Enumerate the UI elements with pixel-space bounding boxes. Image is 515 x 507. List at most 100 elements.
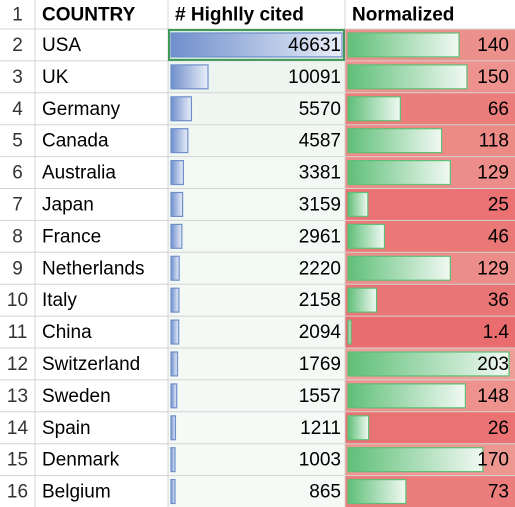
cited-count: 2094 bbox=[299, 322, 342, 343]
cell-bg bbox=[168, 156, 345, 189]
cited-count: 10091 bbox=[288, 67, 341, 88]
cell-bg bbox=[168, 316, 345, 348]
row-number: 16 bbox=[7, 482, 28, 503]
cited-count: 865 bbox=[309, 482, 341, 503]
normalized-value: 118 bbox=[479, 131, 509, 152]
row-number: 3 bbox=[12, 67, 23, 88]
cited-count: 1769 bbox=[299, 354, 341, 375]
data-bar bbox=[170, 351, 179, 377]
row-number: 4 bbox=[12, 99, 23, 120]
country: Sweden bbox=[42, 386, 111, 407]
data-bar bbox=[347, 447, 484, 473]
row-number: 11 bbox=[8, 322, 28, 343]
cited-count: 2158 bbox=[299, 290, 341, 311]
row-number: 10 bbox=[7, 290, 28, 311]
data-bar bbox=[170, 447, 176, 473]
country: France bbox=[42, 226, 101, 247]
data-bar bbox=[170, 191, 184, 217]
cell-bg bbox=[345, 188, 515, 221]
data-bar bbox=[347, 96, 401, 122]
cited-count: 3381 bbox=[299, 163, 341, 184]
row-number: 8 bbox=[12, 226, 23, 247]
cited-count: 1211 bbox=[300, 418, 341, 439]
column-header: # Highlly cited bbox=[175, 5, 304, 26]
data-bar bbox=[347, 64, 468, 90]
data-bar bbox=[170, 255, 180, 281]
country: Belgium bbox=[42, 482, 111, 503]
country: Spain bbox=[42, 418, 91, 439]
row-number: 6 bbox=[12, 163, 23, 184]
data-bar bbox=[347, 319, 352, 345]
country: Japan bbox=[42, 194, 94, 215]
cell-bg bbox=[168, 220, 345, 253]
cell-bg bbox=[345, 411, 515, 444]
normalized-value: 46 bbox=[488, 226, 509, 247]
country: Germany bbox=[42, 99, 121, 120]
cell-bg bbox=[168, 348, 345, 380]
data-bar bbox=[170, 319, 180, 345]
row-number: 15 bbox=[7, 450, 28, 471]
data-bar bbox=[170, 96, 193, 122]
normalized-value: 203 bbox=[477, 354, 509, 375]
cited-count: 5570 bbox=[299, 99, 341, 120]
cell-bg bbox=[168, 92, 345, 125]
cell-bg bbox=[168, 188, 345, 221]
country: Canada bbox=[42, 131, 109, 152]
data-bar bbox=[347, 160, 451, 186]
data-bar bbox=[170, 128, 189, 154]
data-bar bbox=[347, 32, 460, 58]
normalized-value: 26 bbox=[488, 418, 509, 439]
data-bar bbox=[347, 255, 451, 281]
data-bar bbox=[170, 479, 176, 505]
data-bar bbox=[170, 383, 178, 409]
normalized-value: 66 bbox=[488, 99, 509, 120]
data-bar bbox=[347, 191, 369, 217]
cited-count: 1003 bbox=[299, 450, 341, 471]
selected-cell bbox=[168, 29, 345, 61]
cell-bg bbox=[168, 124, 345, 157]
column-header: COUNTRY bbox=[42, 5, 136, 26]
row-number: 5 bbox=[12, 131, 23, 152]
cited-count: 46631 bbox=[288, 35, 341, 56]
normalized-value: 170 bbox=[477, 450, 509, 471]
country: Switzerland bbox=[42, 354, 140, 375]
column-header: Normalized bbox=[352, 5, 454, 26]
data-bar bbox=[170, 32, 343, 58]
cell-bg bbox=[168, 443, 345, 476]
data-bar bbox=[347, 479, 407, 505]
country: Denmark bbox=[42, 450, 120, 471]
normalized-value: 73 bbox=[488, 482, 509, 503]
normalized-value: 129 bbox=[477, 258, 509, 279]
cell-bg bbox=[168, 284, 345, 317]
cited-count: 2961 bbox=[299, 226, 341, 247]
row-number: 13 bbox=[7, 386, 28, 407]
country: USA bbox=[42, 35, 81, 56]
row-number: 14 bbox=[7, 418, 29, 439]
normalized-value: 1.4 bbox=[483, 322, 510, 343]
cell-bg bbox=[345, 316, 515, 348]
data-bar bbox=[170, 64, 209, 90]
normalized-value: 25 bbox=[488, 194, 509, 215]
row-number: 12 bbox=[7, 354, 28, 375]
cell-bg bbox=[168, 252, 345, 285]
country: Australia bbox=[42, 163, 116, 184]
country: Italy bbox=[42, 290, 77, 311]
normalized-value: 148 bbox=[477, 386, 509, 407]
cited-count: 2220 bbox=[299, 258, 341, 279]
row-number: 9 bbox=[12, 258, 23, 279]
data-bar bbox=[170, 287, 180, 313]
normalized-value: 140 bbox=[477, 35, 509, 56]
data-bar bbox=[347, 383, 466, 409]
data-bar bbox=[170, 160, 184, 186]
cell-bg bbox=[168, 475, 345, 507]
data-bar bbox=[347, 223, 386, 249]
data-bar bbox=[347, 415, 370, 441]
data-bar bbox=[170, 223, 183, 249]
data-bar bbox=[347, 351, 510, 377]
cell-bg bbox=[168, 411, 345, 444]
cited-count: 4587 bbox=[299, 131, 341, 152]
country: Netherlands bbox=[42, 258, 144, 279]
normalized-value: 150 bbox=[477, 67, 509, 88]
